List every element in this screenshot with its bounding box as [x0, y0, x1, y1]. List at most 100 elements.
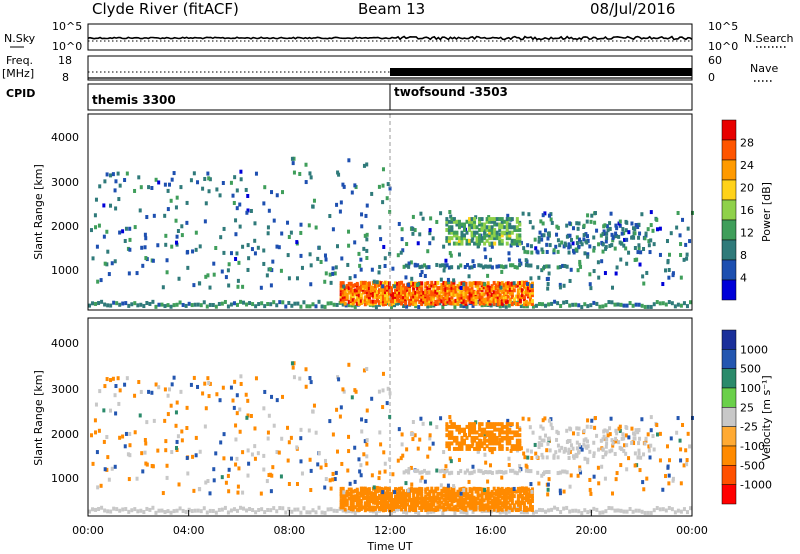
- power-cell: [440, 289, 444, 294]
- velocity-cell: [236, 490, 240, 495]
- power-cell: [468, 281, 472, 286]
- power-cell: [464, 294, 468, 299]
- power-cell: [127, 303, 131, 308]
- power-cell: [530, 281, 534, 286]
- power-cell: [556, 301, 560, 306]
- velocity-cell: [97, 506, 101, 511]
- power-cell: [611, 285, 615, 290]
- power-cell: [362, 163, 366, 168]
- velocity-cell: [340, 461, 344, 466]
- power-cell: [470, 285, 474, 290]
- velocity-cell: [471, 441, 475, 446]
- velocity-cell: [408, 507, 412, 512]
- power-cell: [439, 277, 443, 282]
- power-cell: [426, 297, 430, 302]
- power-cell: [412, 281, 416, 286]
- power-cell: [604, 303, 608, 308]
- velocity-cell: [483, 430, 487, 435]
- velocity-cell: [290, 509, 294, 514]
- x-tick-label: 04:00: [173, 524, 205, 537]
- velocity-cell: [394, 500, 398, 505]
- power-cell: [679, 242, 683, 247]
- power-cell: [504, 287, 508, 292]
- velocity-cell: [227, 489, 231, 494]
- power-cell: [523, 249, 527, 254]
- velocity-cell: [353, 388, 357, 393]
- velocity-cell: [622, 509, 626, 514]
- velocity-cell: [458, 499, 462, 504]
- power-cell: [296, 301, 300, 306]
- velocity-cell: [500, 486, 504, 491]
- power-cell: [349, 301, 353, 306]
- velocity-cell: [550, 507, 554, 512]
- velocity-cell: [464, 487, 468, 492]
- velocity-cell: [139, 389, 143, 394]
- velocity-cell: [490, 470, 494, 475]
- power-cell: [256, 245, 260, 250]
- velocity-cell: [450, 422, 454, 427]
- velocity-cell: [478, 493, 482, 498]
- velocity-cell: [624, 433, 628, 438]
- velocity-cell: [347, 492, 351, 497]
- power-cell: [571, 248, 575, 253]
- velocity-cell: [661, 487, 665, 492]
- velocity-cell: [345, 493, 349, 498]
- power-cell: [316, 256, 320, 261]
- power-cell: [341, 281, 345, 286]
- power-cell: [94, 301, 98, 306]
- power-cell: [462, 297, 466, 302]
- velocity-cell: [493, 435, 497, 440]
- power-cell: [177, 276, 181, 281]
- power-cell: [436, 288, 440, 293]
- power-cell: [179, 185, 183, 190]
- power-cell: [498, 299, 502, 304]
- power-cell: [246, 208, 250, 213]
- velocity-cell: [546, 482, 550, 487]
- velocity-cell: [522, 501, 526, 506]
- power-cell: [601, 249, 605, 254]
- power-cell: [448, 210, 452, 215]
- velocity-cell: [381, 405, 385, 410]
- power-cell: [394, 294, 398, 299]
- velocity-cell: [603, 428, 607, 433]
- velocity-cell: [201, 391, 205, 396]
- power-cell: [229, 251, 233, 256]
- velocity-cell: [390, 501, 393, 506]
- velocity-cell: [537, 441, 541, 446]
- velocity-cell: [262, 467, 266, 472]
- power-cell: [231, 193, 235, 198]
- velocity-cell: [647, 448, 651, 453]
- power-cell: [490, 217, 494, 222]
- velocity-cell: [611, 441, 615, 446]
- power-cell: [234, 232, 238, 237]
- power-cell: [381, 183, 385, 188]
- power-cell: [406, 285, 410, 290]
- velocity-cell: [552, 455, 556, 460]
- power-cell: [500, 222, 504, 227]
- velocity-cell: [253, 444, 257, 449]
- velocity-cell: [671, 476, 675, 481]
- power-cell: [522, 246, 526, 251]
- power-cell: [337, 172, 341, 177]
- power-cell: [478, 217, 482, 222]
- velocity-cell: [166, 509, 170, 514]
- velocity-cell: [666, 465, 670, 470]
- velocity-cell: [416, 492, 420, 497]
- velocity-cell: [578, 467, 582, 472]
- velocity-cell: [110, 466, 114, 471]
- velocity-cell: [513, 433, 517, 438]
- velocity-cell: [163, 418, 167, 423]
- velocity-cell: [161, 491, 165, 496]
- velocity-cell: [512, 486, 516, 491]
- power-cell: [369, 288, 373, 293]
- power-cell: [535, 249, 539, 254]
- power-cell: [450, 227, 454, 232]
- velocity-cell: [564, 448, 568, 453]
- velocity-cell: [568, 426, 572, 431]
- power-cell: [549, 217, 553, 222]
- velocity-cell: [669, 436, 673, 441]
- velocity-colorbar-label: Velocity [m s⁻¹]: [760, 375, 773, 460]
- velocity-cell: [377, 494, 381, 499]
- power-cell: [142, 304, 146, 309]
- power-cell: [268, 267, 272, 272]
